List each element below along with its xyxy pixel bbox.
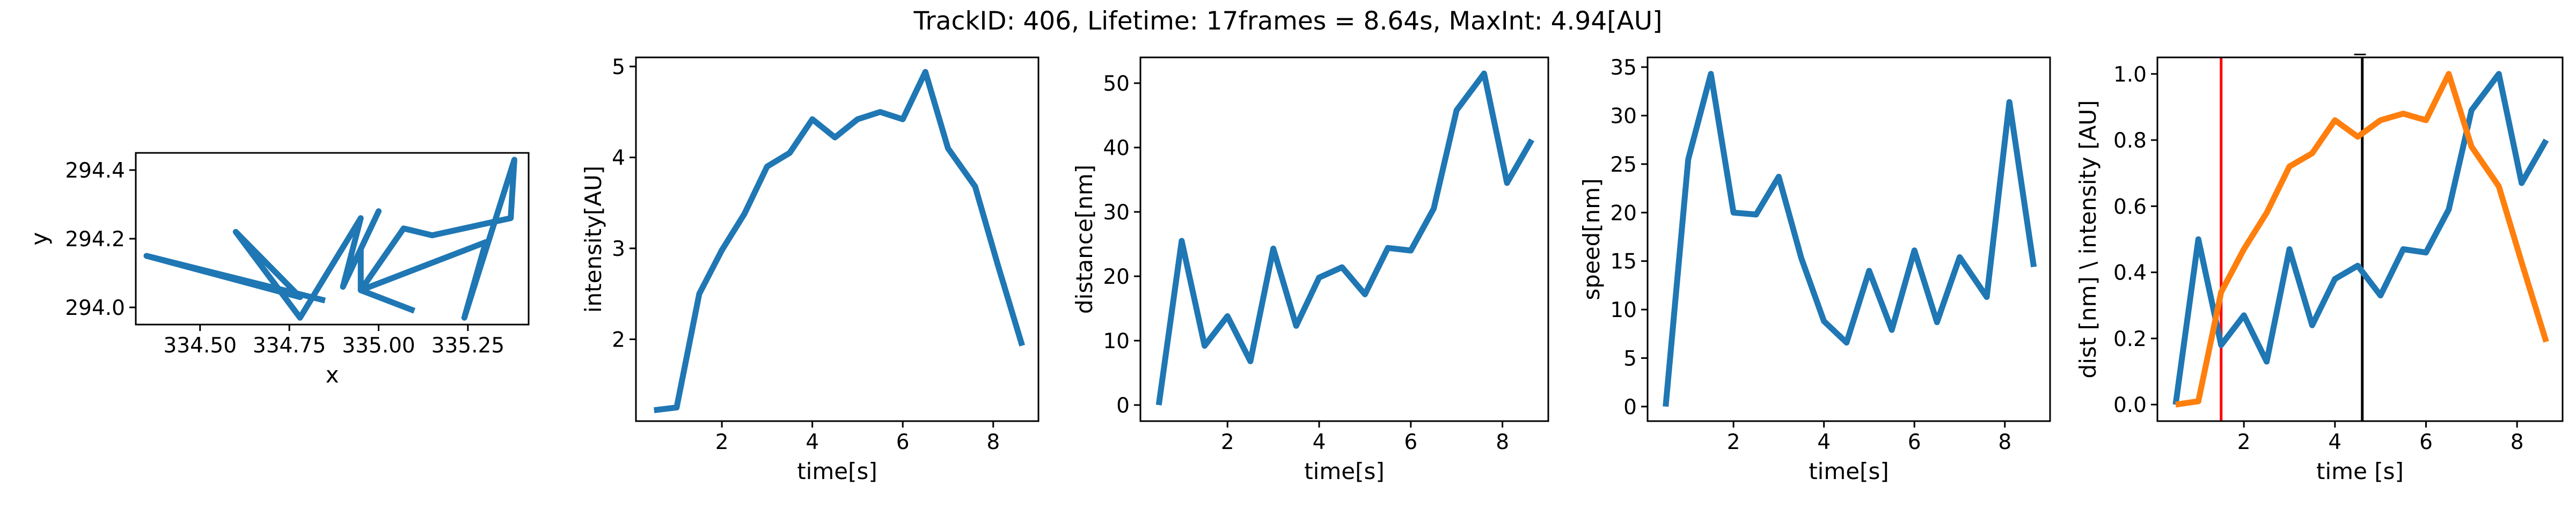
x-axis-label: time[s] xyxy=(1809,458,1889,484)
plot-area xyxy=(1155,70,1535,406)
y-tick-label: 0 xyxy=(1116,394,1130,418)
y-tick-label: 0.8 xyxy=(2113,129,2147,153)
x-tick-label: 8 xyxy=(1496,430,1509,454)
x-tick-label: 4 xyxy=(1313,430,1326,454)
x-tick-label: 2 xyxy=(715,430,729,454)
x-tick-label: 335.25 xyxy=(431,334,504,358)
plot-area xyxy=(1663,71,2037,407)
subplot-normalized: 2 4 6 8 0.0 0.2 0.4 0.6 0.8 1.0 time [s] dist [nm] … xyxy=(2075,29,2564,484)
x-tick-label: 2 xyxy=(1727,430,1740,454)
subplot-trajectory: 334.50 334.75 335.00 335.25 294.0 294.2 294.4 x… xyxy=(26,152,530,388)
plot-area xyxy=(2172,57,2549,421)
axes-frame xyxy=(2156,56,2564,422)
plot-area xyxy=(654,69,1025,414)
x-tick-label: 6 xyxy=(2419,430,2433,454)
y-axis-label: distance[nm] xyxy=(1071,165,1097,314)
x-tick-label: 8 xyxy=(986,430,1000,454)
y-tick-label: 25 xyxy=(1610,153,1637,177)
x-axis-label: time[s] xyxy=(1304,458,1385,484)
x-tick-label: 8 xyxy=(2511,430,2524,454)
subplot-distance: 2 4 6 8 0 10 20 30 40 50 time[s] distance[nm] xyxy=(1071,56,1549,484)
series-line-1 xyxy=(1663,71,2037,407)
x-tick-label: 2 xyxy=(1221,430,1234,454)
x-tick-label: 4 xyxy=(2328,430,2341,454)
y-tick-label: 0 xyxy=(1623,395,1637,420)
axes-frame xyxy=(1646,56,2051,422)
x-tick-label: 4 xyxy=(1817,430,1831,454)
y-tick-label: 0.2 xyxy=(2113,327,2147,351)
figure-title: TrackID: 406, Lifetime: 17frames = 8.64s… xyxy=(913,6,1663,36)
series-line-2 xyxy=(2175,71,2549,408)
series-line-1 xyxy=(143,157,517,321)
y-tick-label: 30 xyxy=(1103,201,1130,225)
y-tick-label: 3 xyxy=(612,237,625,261)
y-axis-label: speed[nm] xyxy=(1578,178,1605,300)
plot-area xyxy=(143,157,517,321)
x-tick-label: 335.00 xyxy=(342,334,415,358)
axes-frame xyxy=(1139,56,1549,422)
y-tick-label: 30 xyxy=(1610,104,1637,128)
series-line-1 xyxy=(654,69,1025,414)
y-tick-label: 5 xyxy=(612,55,625,79)
y-axis-label: dist [nm] \ intensity [AU] xyxy=(2075,100,2101,379)
x-tick-label: 8 xyxy=(1998,430,2011,454)
y-tick-label: 15 xyxy=(1610,250,1637,274)
subplot-speed: 2 4 6 8 0 5 10 15 20 25 30 35 time[s] speed[nm] xyxy=(1578,56,2051,484)
subplot-title: _ xyxy=(2354,29,2366,55)
y-axis-label: intensity[AU] xyxy=(580,166,606,313)
y-tick-label: 35 xyxy=(1610,56,1637,80)
y-tick-label: 294.0 xyxy=(65,296,125,320)
y-tick-label: 10 xyxy=(1103,329,1130,354)
y-tick-label: 1.0 xyxy=(2113,63,2147,87)
y-tick-label: 0.6 xyxy=(2113,195,2147,219)
y-tick-label: 294.2 xyxy=(65,227,125,252)
x-tick-label: 2 xyxy=(2237,430,2251,454)
x-tick-label: 6 xyxy=(1908,430,1921,454)
subplot-intensity: 2 4 6 8 2 3 4 5 time[s] intensity[AU] xyxy=(580,55,1040,484)
x-tick-label: 334.50 xyxy=(164,334,237,358)
y-tick-label: 10 xyxy=(1610,298,1637,322)
x-tick-label: 6 xyxy=(1404,430,1417,454)
x-tick-label: 334.75 xyxy=(253,334,326,358)
x-axis-label: time [s] xyxy=(2316,458,2404,484)
y-tick-label: 0.0 xyxy=(2113,393,2147,417)
y-tick-label: 40 xyxy=(1103,136,1130,160)
series-line-1 xyxy=(1155,70,1535,406)
x-axis-label: time[s] xyxy=(797,458,877,484)
y-tick-label: 0.4 xyxy=(2113,261,2147,285)
y-tick-label: 20 xyxy=(1610,201,1637,225)
x-tick-label: 4 xyxy=(806,430,819,454)
y-tick-label: 4 xyxy=(612,146,625,170)
y-tick-label: 5 xyxy=(1623,347,1637,371)
y-tick-label: 294.4 xyxy=(65,159,125,183)
axes-frame xyxy=(635,56,1040,422)
x-tick-label: 6 xyxy=(896,430,910,454)
y-tick-label: 50 xyxy=(1103,72,1130,96)
series-line-1 xyxy=(2172,71,2549,405)
y-axis-label: y xyxy=(26,232,53,246)
y-tick-label: 20 xyxy=(1103,265,1130,289)
y-tick-label: 2 xyxy=(612,328,625,352)
x-axis-label: x xyxy=(326,362,339,388)
